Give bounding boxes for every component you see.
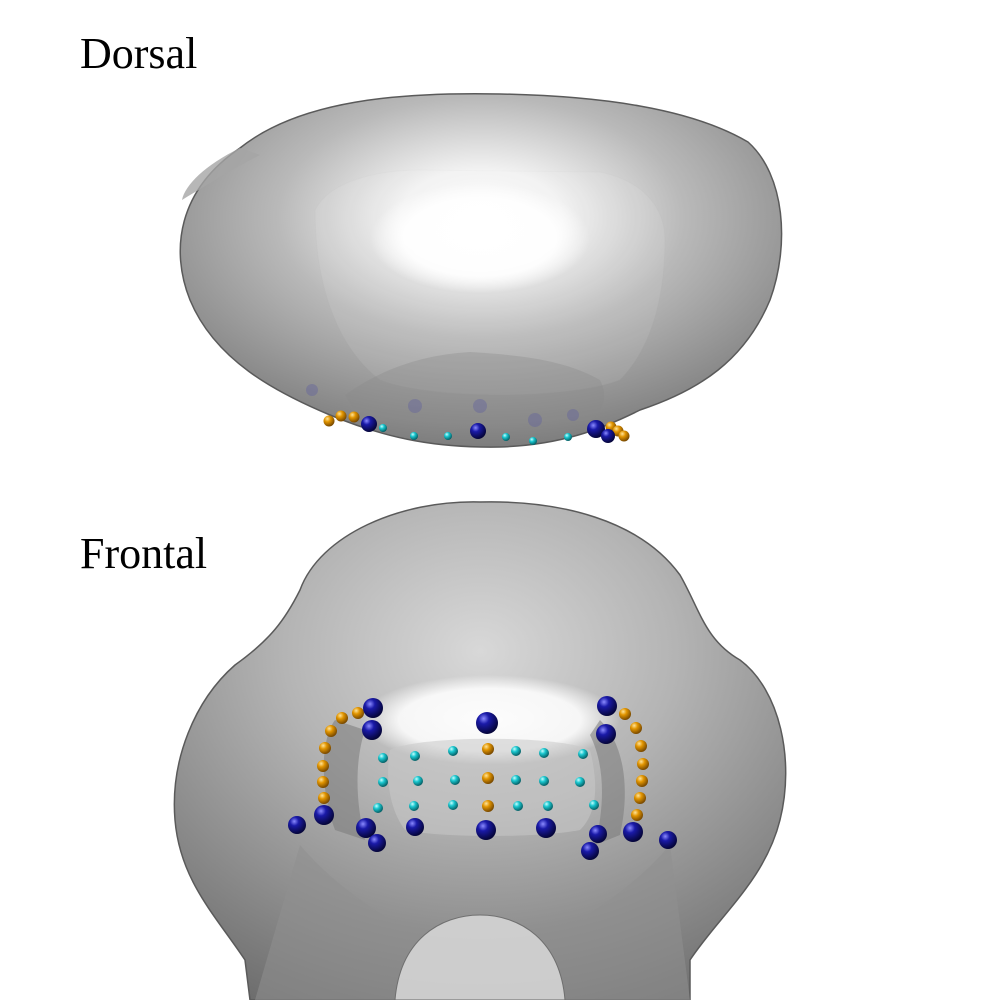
landmark-fixed <box>368 834 386 852</box>
landmark-surface <box>502 433 510 441</box>
landmark-surface <box>450 775 460 785</box>
landmark-surface <box>413 776 423 786</box>
landmark-fixed <box>473 399 487 413</box>
dorsal-view-rendering <box>180 94 781 447</box>
landmark-fixed <box>314 805 334 825</box>
landmark-fixed <box>601 429 615 443</box>
landmark-curve <box>317 776 329 788</box>
landmark-curve <box>637 758 649 770</box>
landmark-fixed <box>362 720 382 740</box>
landmark-curve <box>319 742 331 754</box>
landmark-surface <box>578 749 588 759</box>
landmark-fixed <box>589 825 607 843</box>
landmark-curve <box>349 412 360 423</box>
landmark-surface <box>539 748 549 758</box>
landmark-surface <box>409 801 419 811</box>
landmark-surface <box>511 775 521 785</box>
landmark-fixed <box>408 399 422 413</box>
landmark-surface <box>448 746 458 756</box>
landmark-fixed <box>363 698 383 718</box>
landmark-curve <box>631 809 643 821</box>
landmark-fixed <box>288 816 306 834</box>
landmark-curve <box>635 740 647 752</box>
landmark-surface <box>589 800 599 810</box>
landmark-fixed <box>470 423 486 439</box>
landmark-curve <box>619 708 631 720</box>
landmark-curve <box>482 743 494 755</box>
landmark-surface <box>564 433 572 441</box>
frontal-view-rendering <box>174 502 785 1000</box>
landmark-fixed <box>476 820 496 840</box>
landmark-surface <box>373 803 383 813</box>
landmark-curve <box>336 411 347 422</box>
landmark-fixed <box>567 409 579 421</box>
landmark-curve <box>324 416 335 427</box>
landmark-fixed <box>596 724 616 744</box>
landmark-surface <box>529 437 537 445</box>
landmark-fixed <box>536 818 556 838</box>
landmark-surface <box>410 432 418 440</box>
landmark-curve <box>352 707 364 719</box>
landmark-surface <box>539 776 549 786</box>
landmark-surface <box>513 801 523 811</box>
landmark-fixed <box>659 831 677 849</box>
landmark-curve <box>325 725 337 737</box>
landmark-fixed <box>306 384 318 396</box>
landmark-curve <box>619 431 630 442</box>
landmark-fixed <box>406 818 424 836</box>
landmark-curve <box>636 775 648 787</box>
landmark-curve <box>634 792 646 804</box>
landmark-surface <box>543 801 553 811</box>
dorsal-view-label: Dorsal <box>80 32 197 76</box>
landmark-surface <box>575 777 585 787</box>
landmark-curve <box>482 800 494 812</box>
landmark-curve <box>630 722 642 734</box>
landmark-fixed <box>597 696 617 716</box>
landmark-surface <box>511 746 521 756</box>
landmark-surface <box>378 777 388 787</box>
landmark-surface <box>410 751 420 761</box>
landmark-surface <box>448 800 458 810</box>
landmark-fixed <box>581 842 599 860</box>
landmark-curve <box>482 772 494 784</box>
dorsal-highlight <box>370 183 590 293</box>
landmark-fixed <box>476 712 498 734</box>
landmark-fixed <box>361 416 377 432</box>
landmark-surface <box>378 753 388 763</box>
landmark-surface <box>379 424 387 432</box>
landmark-curve <box>336 712 348 724</box>
frontal-view-label: Frontal <box>80 532 207 576</box>
landmark-curve <box>318 792 330 804</box>
landmark-surface <box>444 432 452 440</box>
landmark-fixed <box>528 413 542 427</box>
landmark-curve <box>317 760 329 772</box>
landmark-fixed <box>623 822 643 842</box>
